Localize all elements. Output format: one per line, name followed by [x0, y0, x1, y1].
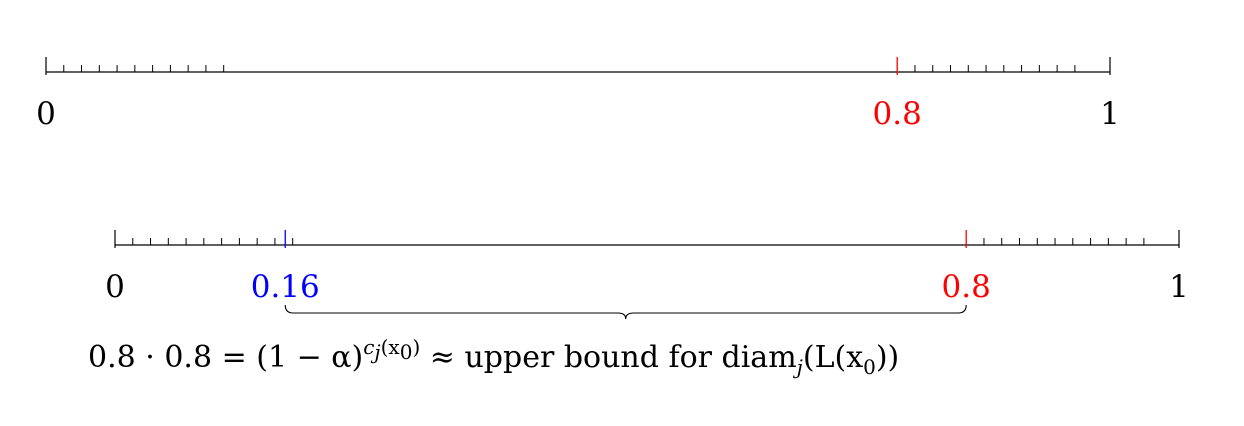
- bottom-number-line: 0 0.16 0.8 1: [105, 230, 1189, 305]
- formula-sup-j: j: [370, 340, 380, 364]
- formula-part-2: ≈ upper bound for diam: [420, 340, 796, 375]
- brace-path: [284, 304, 967, 320]
- formula-sub-j: j: [793, 355, 803, 379]
- bound-formula: 0.8 · 0.8 = (1 − α)cj(x0) ≈ upper bound …: [88, 335, 899, 379]
- formula-part-1: 0.8 · 0.8 = (1 − α): [88, 340, 363, 375]
- top-number-line: 0 0.8 1: [36, 57, 1120, 132]
- formula-part-4: )): [876, 340, 899, 375]
- tick-label: 0.16: [251, 269, 320, 305]
- formula-sub-0: 0: [863, 355, 876, 379]
- formula-part-3: (L(x: [803, 340, 863, 375]
- tick-label: 0: [105, 269, 125, 305]
- tick-label: 1: [1100, 96, 1120, 132]
- tick-label: 1: [1169, 269, 1189, 305]
- interval-brace: [284, 304, 967, 320]
- formula-sup-args: (x: [381, 335, 401, 359]
- formula-sup-sub0: 0: [400, 340, 413, 364]
- tick-label: 0.8: [873, 96, 922, 132]
- tick-label: 0.8: [942, 269, 991, 305]
- formula-sup-close: ): [412, 335, 420, 359]
- tick-label: 0: [36, 96, 56, 132]
- formula-sup-c: c: [363, 335, 374, 359]
